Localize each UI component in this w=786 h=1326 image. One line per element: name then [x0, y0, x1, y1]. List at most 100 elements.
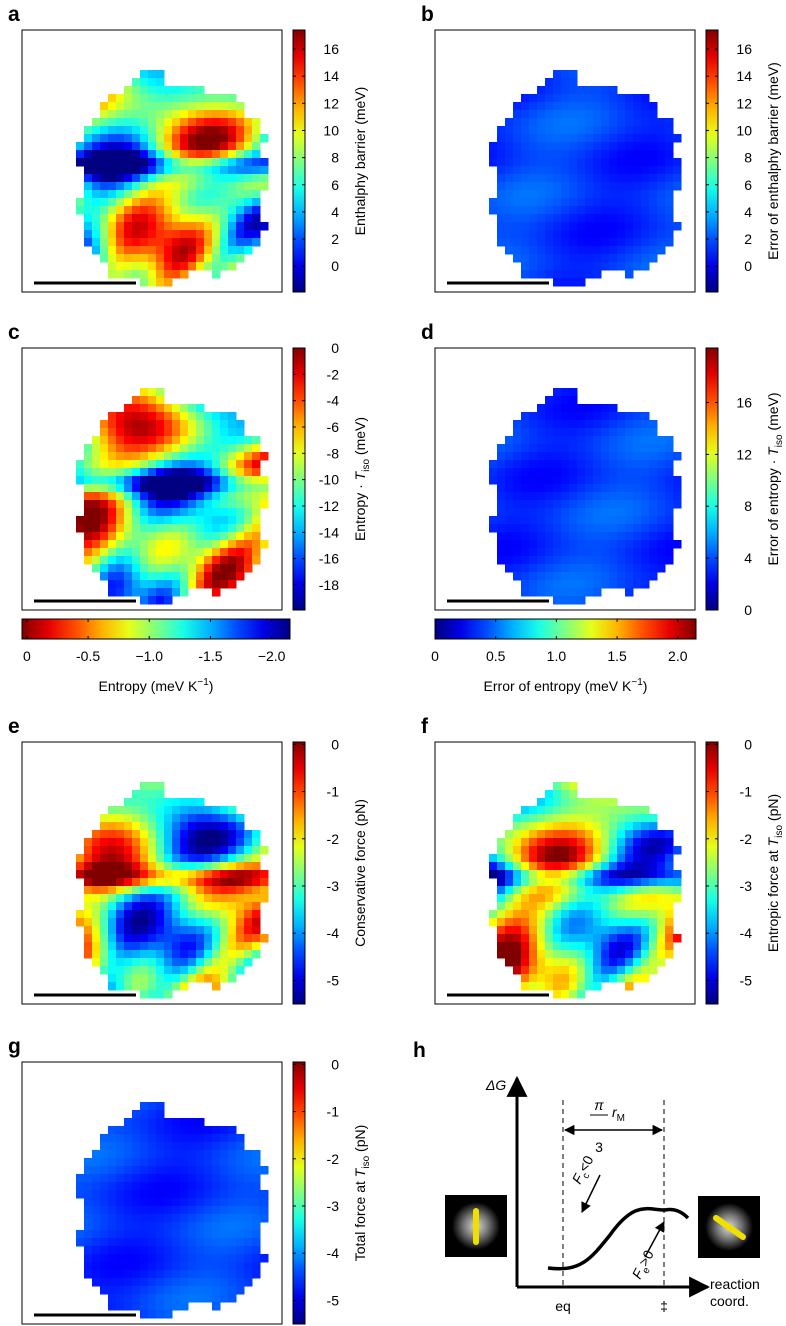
map-pixel	[609, 166, 618, 175]
map-pixel	[180, 942, 189, 951]
map-pixel	[140, 246, 149, 255]
map-pixel	[505, 214, 514, 223]
map-pixel	[585, 158, 594, 167]
map-pixel	[204, 222, 213, 231]
map-pixel	[649, 532, 658, 541]
map-pixel	[116, 174, 125, 183]
map-pixel	[617, 150, 626, 159]
map-pixel	[625, 94, 634, 103]
map-pixel	[505, 556, 514, 565]
map-pixel	[212, 950, 221, 959]
map-pixel	[585, 500, 594, 509]
map-pixel	[92, 548, 101, 557]
map-pixel	[172, 182, 181, 191]
map-pixel	[132, 238, 141, 247]
map-pixel	[132, 918, 141, 927]
map-pixel	[569, 476, 578, 485]
map-pixel	[537, 412, 546, 421]
map-pixel	[140, 428, 149, 437]
map-pixel	[212, 974, 221, 983]
map-pixel	[641, 958, 650, 967]
map-pixel	[593, 958, 602, 967]
map-pixel	[212, 118, 221, 127]
map-pixel	[649, 942, 658, 951]
map-pixel	[116, 910, 125, 919]
map-pixel	[513, 198, 522, 207]
map-pixel	[585, 436, 594, 445]
map-pixel	[609, 428, 618, 437]
map-pixel	[132, 942, 141, 951]
map-pixel	[84, 1190, 93, 1199]
map-pixel	[577, 214, 586, 223]
map-pixel	[108, 822, 117, 831]
map-pixel	[204, 950, 213, 959]
map-pixel	[228, 1230, 237, 1239]
map-pixel	[244, 198, 253, 207]
map-pixel	[577, 238, 586, 247]
map-pixel	[497, 556, 506, 565]
map-pixel	[585, 910, 594, 919]
map-pixel	[657, 878, 666, 887]
map-pixel	[569, 190, 578, 199]
map-pixel	[665, 934, 674, 943]
map-pixel	[164, 118, 173, 127]
map-pixel	[577, 158, 586, 167]
map-pixel	[108, 1230, 117, 1239]
map-pixel	[529, 910, 538, 919]
map-pixel	[156, 806, 165, 815]
map-pixel	[617, 484, 626, 493]
map-pixel	[617, 214, 626, 223]
map-pixel	[529, 102, 538, 111]
map-pixel	[156, 484, 165, 493]
panel-letter: e	[8, 715, 20, 738]
map-pixel	[180, 1174, 189, 1183]
map-pixel	[537, 476, 546, 485]
map-pixel	[188, 950, 197, 959]
map-pixel	[164, 1294, 173, 1303]
map-pixel	[537, 206, 546, 215]
map-pixel	[196, 230, 205, 239]
map-pixel	[585, 86, 594, 95]
map-pixel	[188, 1126, 197, 1135]
map-pixel	[228, 262, 237, 271]
map-pixel	[529, 412, 538, 421]
map-pixel	[84, 126, 93, 135]
map-pixel	[513, 934, 522, 943]
map-pixel	[513, 118, 522, 127]
map-pixel	[188, 910, 197, 919]
map-pixel	[180, 982, 189, 991]
label-part: (meV)	[352, 417, 368, 459]
map-pixel	[140, 1286, 149, 1295]
map-pixel	[609, 484, 618, 493]
map-pixel	[220, 150, 229, 159]
map-pixel	[617, 158, 626, 167]
map-pixel	[585, 564, 594, 573]
map-pixel	[649, 572, 658, 581]
map-pixel	[164, 492, 173, 501]
map-pixel	[505, 484, 514, 493]
map-pixel	[593, 166, 602, 175]
map-pixel	[649, 814, 658, 823]
map-pixel	[196, 846, 205, 855]
map-pixel	[252, 206, 261, 215]
map-pixel	[529, 532, 538, 541]
map-pixel	[252, 118, 261, 127]
map-pixel	[601, 94, 610, 103]
map-pixel	[172, 524, 181, 533]
map-pixel	[172, 1246, 181, 1255]
map-pixel	[180, 238, 189, 247]
map-pixel	[132, 182, 141, 191]
map-pixel	[252, 436, 261, 445]
map-pixel	[100, 500, 109, 509]
map-pixel	[100, 460, 109, 469]
map-pixel	[601, 540, 610, 549]
map-pixel	[545, 564, 554, 573]
map-pixel	[188, 1198, 197, 1207]
map-pixel	[156, 468, 165, 477]
map-pixel	[529, 166, 538, 175]
map-pixel	[569, 222, 578, 231]
map-pixel	[116, 126, 125, 135]
map-pixel	[537, 806, 546, 815]
map-pixel	[140, 1198, 149, 1207]
map-pixel	[545, 588, 554, 597]
